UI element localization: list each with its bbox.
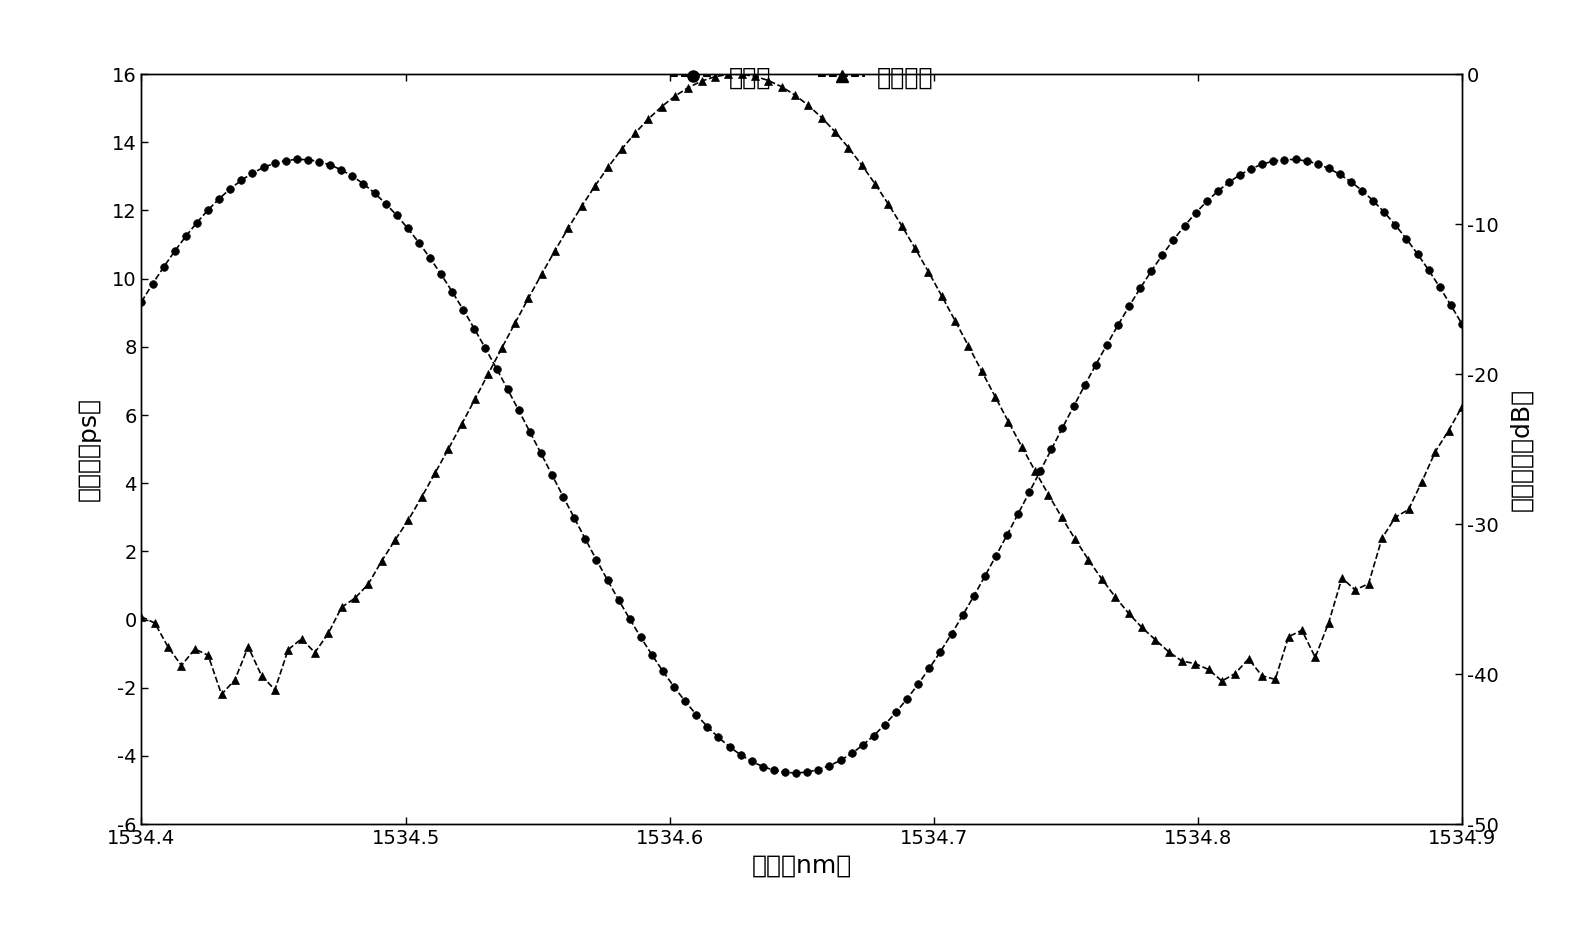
Legend: 群时延, 插入损耗: 群时延, 插入损耗 [660, 56, 943, 99]
Y-axis label: 插入损耗（dB）: 插入损耗（dB） [1509, 388, 1534, 510]
Y-axis label: 群时延（ps）: 群时延（ps） [77, 397, 101, 501]
X-axis label: 波长（nm）: 波长（nm） [751, 854, 852, 878]
